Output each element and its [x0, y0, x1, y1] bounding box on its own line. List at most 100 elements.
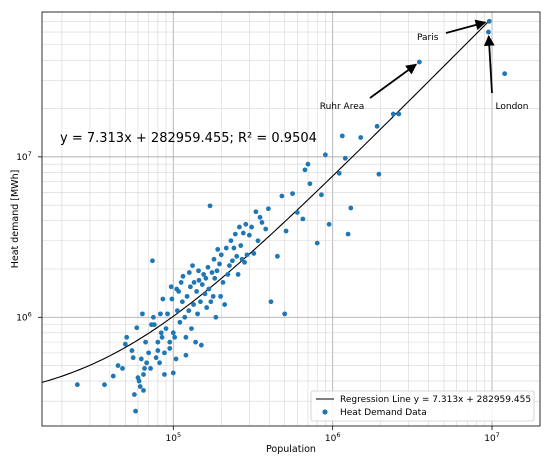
data-point — [184, 293, 190, 299]
annotation-label: Ruhr Area — [320, 102, 365, 112]
data-point — [211, 256, 217, 262]
data-point — [137, 384, 143, 389]
legend-box — [310, 390, 535, 422]
data-point — [390, 111, 396, 117]
data-point — [183, 352, 189, 358]
annotation-arrow — [445, 19, 487, 34]
data-point — [342, 155, 348, 161]
data-point — [305, 161, 311, 167]
data-point — [153, 355, 159, 361]
data-point — [220, 279, 226, 285]
data-point — [206, 286, 212, 292]
data-point — [187, 284, 193, 290]
data-point — [268, 299, 274, 305]
data-point — [132, 392, 137, 397]
data-point — [246, 232, 252, 238]
annotation-label: Paris — [417, 33, 439, 43]
data-point — [120, 366, 125, 371]
data-point — [348, 205, 354, 211]
data-point — [283, 228, 289, 234]
data-point — [157, 360, 162, 366]
data-point — [314, 240, 320, 246]
data-point — [275, 253, 280, 259]
data-point — [189, 326, 194, 331]
scatter-points — [74, 18, 508, 414]
data-point — [183, 334, 189, 340]
data-point — [198, 299, 203, 305]
data-point — [257, 214, 263, 220]
data-point — [214, 268, 220, 274]
data-point — [307, 181, 313, 187]
data-point — [486, 18, 492, 24]
data-point — [502, 71, 508, 77]
x-tick-label: 105 — [166, 431, 182, 444]
data-point — [322, 152, 328, 158]
data-point — [140, 311, 145, 317]
data-point — [148, 366, 153, 371]
data-point — [218, 293, 223, 299]
data-point — [222, 302, 228, 307]
data-point — [294, 210, 300, 215]
annotation-arrow — [483, 34, 495, 94]
y-tick-label: 107 — [16, 150, 32, 163]
data-point — [146, 350, 152, 356]
data-point — [336, 170, 342, 176]
data-point — [190, 263, 195, 268]
data-point — [201, 272, 207, 277]
regression-equation: y = 7.313x + 282959.455; R² = 0.9504 — [60, 131, 317, 146]
data-point — [300, 216, 306, 222]
data-point — [115, 363, 121, 368]
legend: Regression Line y = 7.313x + 282959.455 … — [310, 390, 535, 422]
data-point — [122, 341, 128, 347]
data-point — [129, 348, 135, 353]
data-point — [182, 314, 188, 320]
data-point — [136, 378, 142, 384]
data-point — [374, 123, 380, 129]
data-point — [212, 275, 218, 281]
data-point — [319, 192, 324, 198]
data-point — [169, 296, 175, 302]
data-point — [339, 133, 345, 139]
data-point — [191, 302, 196, 307]
data-point — [326, 221, 332, 227]
data-point — [253, 209, 259, 215]
data-point — [251, 251, 257, 256]
data-point — [144, 360, 150, 366]
data-point — [249, 224, 255, 230]
data-point — [205, 264, 211, 270]
data-point — [218, 252, 224, 258]
data-point — [217, 261, 222, 267]
data-point — [234, 253, 240, 259]
data-point — [230, 258, 235, 264]
data-point — [213, 314, 219, 320]
data-point — [486, 29, 491, 35]
data-point — [345, 231, 351, 237]
data-point — [142, 366, 147, 371]
data-point — [396, 111, 402, 117]
regression-layer — [41, 19, 492, 383]
data-point — [178, 279, 184, 285]
data-point — [244, 252, 250, 258]
data-point — [209, 270, 215, 275]
data-point — [255, 238, 261, 244]
grid-layer — [42, 11, 541, 426]
data-point — [194, 288, 199, 294]
y-axis-label: Heat demand [MWh] — [10, 170, 21, 269]
data-point — [259, 220, 265, 225]
data-point — [170, 370, 176, 376]
data-point — [143, 339, 148, 345]
data-point — [179, 299, 185, 305]
data-point — [290, 191, 295, 197]
data-point — [141, 372, 146, 377]
data-point — [198, 342, 204, 348]
data-point — [173, 356, 179, 362]
data-point — [150, 314, 156, 320]
data-point — [232, 231, 238, 237]
x-axis-label: Population — [266, 444, 316, 455]
data-point — [416, 59, 422, 65]
data-point — [240, 230, 246, 236]
x-tick-label: 106 — [325, 431, 341, 444]
data-point — [133, 408, 139, 414]
data-point — [238, 243, 244, 248]
